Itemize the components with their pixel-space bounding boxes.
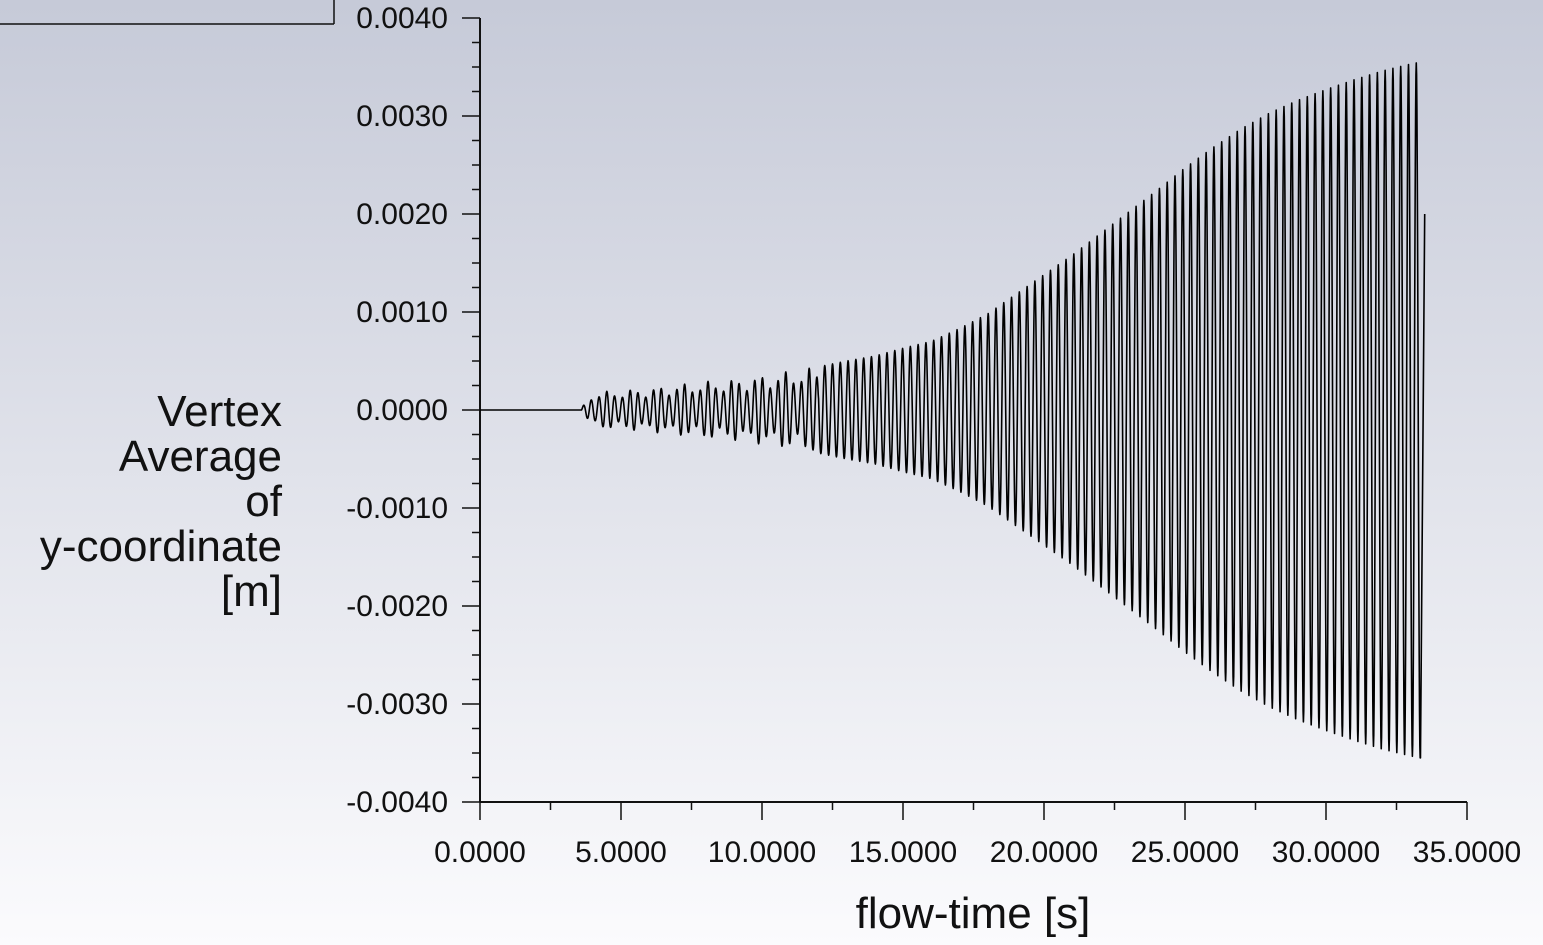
y-tick-label: 0.0000	[356, 394, 448, 427]
x-tick-label: 35.0000	[1413, 836, 1521, 869]
y-axis-ticks	[462, 17, 480, 803]
x-tick-label: 0.0000	[434, 836, 526, 869]
y-tick-label: -0.0020	[346, 590, 448, 623]
y-tick-label: 0.0020	[356, 198, 448, 231]
y-tick-label: 0.0040	[356, 2, 448, 35]
y-tick-label: -0.0010	[346, 492, 448, 525]
x-tick-label: 30.0000	[1272, 836, 1380, 869]
y-axis-title-line: Vertex	[157, 387, 282, 436]
y-axis-title-line: [m]	[221, 567, 282, 616]
y-axis-title-line: Average	[119, 432, 282, 481]
y-tick-label: -0.0040	[346, 786, 448, 819]
x-tick-label: 15.0000	[849, 836, 957, 869]
x-tick-label: 25.0000	[1131, 836, 1239, 869]
x-axis-ticks	[479, 802, 1468, 820]
x-tick-label: 5.0000	[575, 836, 667, 869]
y-axis-title-line: of	[245, 477, 282, 526]
y-tick-label: -0.0030	[346, 688, 448, 721]
y-axis-title: Vertex Average of y-coordinate [m]	[40, 387, 283, 616]
x-axis: 0.0000 5.0000 10.0000 15.0000 20.0000 25.0000…	[434, 801, 1521, 869]
y-axis-tick-labels: 0.0040 0.0030 0.0020 0.0010 0.0000 -0.0010 -0.…	[346, 2, 448, 819]
x-axis-tick-labels: 0.0000 5.0000 10.0000 15.0000 20.0000 25.0000…	[434, 836, 1521, 869]
x-tick-label: 20.0000	[990, 836, 1098, 869]
series-line-vertex-average-y	[480, 62, 1426, 759]
y-tick-label: 0.0030	[356, 100, 448, 133]
y-axis-title-line: y-coordinate	[40, 522, 282, 571]
x-tick-label: 10.0000	[708, 836, 816, 869]
x-axis-title: flow-time [s]	[856, 889, 1091, 938]
y-tick-label: 0.0010	[356, 296, 448, 329]
